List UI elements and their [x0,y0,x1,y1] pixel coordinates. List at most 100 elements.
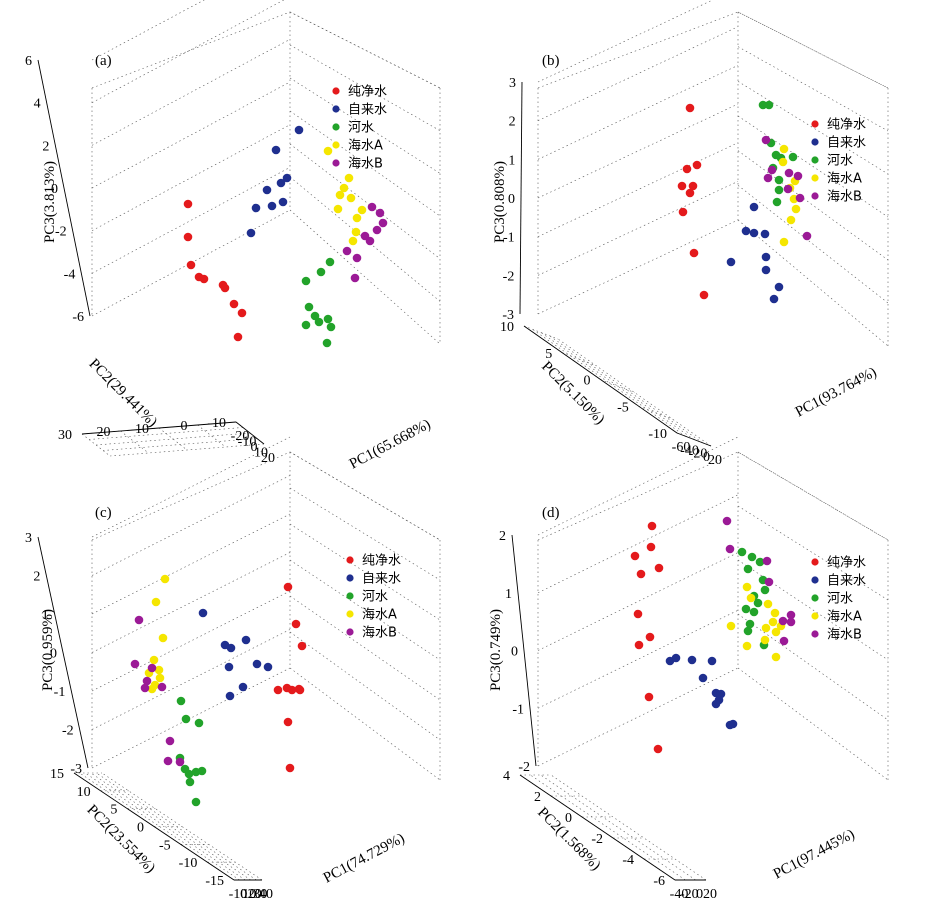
legend-marker [811,138,819,146]
data-point [761,135,771,145]
z-tick-label: -6 [72,310,84,325]
x-axis-line [235,421,265,445]
legend-label: 海水B [827,628,862,643]
data-point [351,227,361,237]
data-point [154,665,164,675]
data-point [367,202,377,212]
legend-label: 纯净水 [362,554,401,569]
data-point [238,682,248,692]
data-point [685,188,695,198]
data-point [779,237,789,247]
data-point [767,165,777,175]
data-point [246,228,256,238]
data-point [646,542,656,552]
legend-marker [346,592,354,600]
data-point [778,616,788,626]
legend-marker [332,87,340,95]
data-point [743,564,753,574]
data-point [175,757,185,767]
data-point [760,229,770,239]
y-tick-label: 2 [534,790,541,805]
data-point [323,314,333,324]
legend-label: 海水A [827,610,862,625]
z-tick-label: 6 [25,54,32,69]
data-point [726,257,736,267]
data-point [795,193,805,203]
data-point [350,273,360,283]
data-point [176,696,186,706]
data-point [761,265,771,275]
legend-marker [332,159,340,167]
x-tick-label: -40 [670,887,689,899]
data-point [199,274,209,284]
data-point [779,636,789,646]
legend-label: 自来水 [362,572,401,587]
data-point [771,627,781,637]
data-point [147,684,157,694]
scatter-panel-3: -3-2-10123-15-10-5051015-10010203040PC3(… [25,436,441,899]
data-point [763,599,773,609]
data-point [295,685,305,695]
legend-marker [811,594,819,602]
data-point [802,231,812,241]
data-point [698,673,708,683]
y-tick-label: 4 [503,769,510,784]
data-point [685,103,695,113]
legend-marker [332,141,340,149]
data-point [344,173,354,183]
legend-marker [346,610,354,618]
legend-marker [346,574,354,582]
data-point [786,610,796,620]
legend-marker [332,105,340,113]
data-point [761,623,771,633]
x-tick-label: 0 [240,887,247,899]
x-tick-label: 20 [708,453,722,468]
z-tick-label: -1 [54,685,66,700]
data-point [198,608,208,618]
legend-label: 纯净水 [827,556,866,571]
data-point [147,663,157,673]
z-axis-title: PC3(0.749%) [488,609,504,691]
scatter-panel-2: -3-2-10123-10-50510-60-40-20020PC3(0.808… [492,0,889,468]
data-point [186,260,196,270]
x-axis-title: PC1(97.445%) [771,826,858,882]
panel-grid [523,0,889,447]
y-axis-title: PC2(29.441%) [85,356,160,431]
series-1 [183,199,247,342]
data-point [226,643,236,653]
y-tick-label: -10 [648,427,667,442]
legend-label: 海水B [362,626,397,641]
series-2 [198,608,273,701]
data-point [722,516,732,526]
data-point [194,718,204,728]
data-point [276,178,286,188]
x-tick-label: 10 [242,887,256,899]
data-point [742,582,752,592]
data-point [271,145,281,155]
legend-marker [346,628,354,636]
panel-label: (a) [95,53,112,69]
z-axis-title: PC3(3.813%) [42,161,58,243]
data-point [301,276,311,286]
x-tick-label: 10 [254,446,268,461]
z-tick-label: 0 [511,645,518,660]
data-point [326,322,336,332]
z-tick-label: 4 [34,97,41,112]
series-3 [175,696,207,807]
data-point [151,597,161,607]
series-3 [301,257,336,348]
z-axis-title: PC3(0.959%) [40,609,56,691]
x-tick-label: 20 [261,451,275,466]
data-point [746,593,756,603]
y-tick-label: 10 [77,785,91,800]
data-point [163,756,173,766]
data-point [342,246,352,256]
legend-label: 河水 [827,154,853,169]
data-point [220,283,230,293]
series-4 [144,574,170,694]
x-axis-line [676,432,712,447]
data-point [741,226,751,236]
data-point [346,193,356,203]
